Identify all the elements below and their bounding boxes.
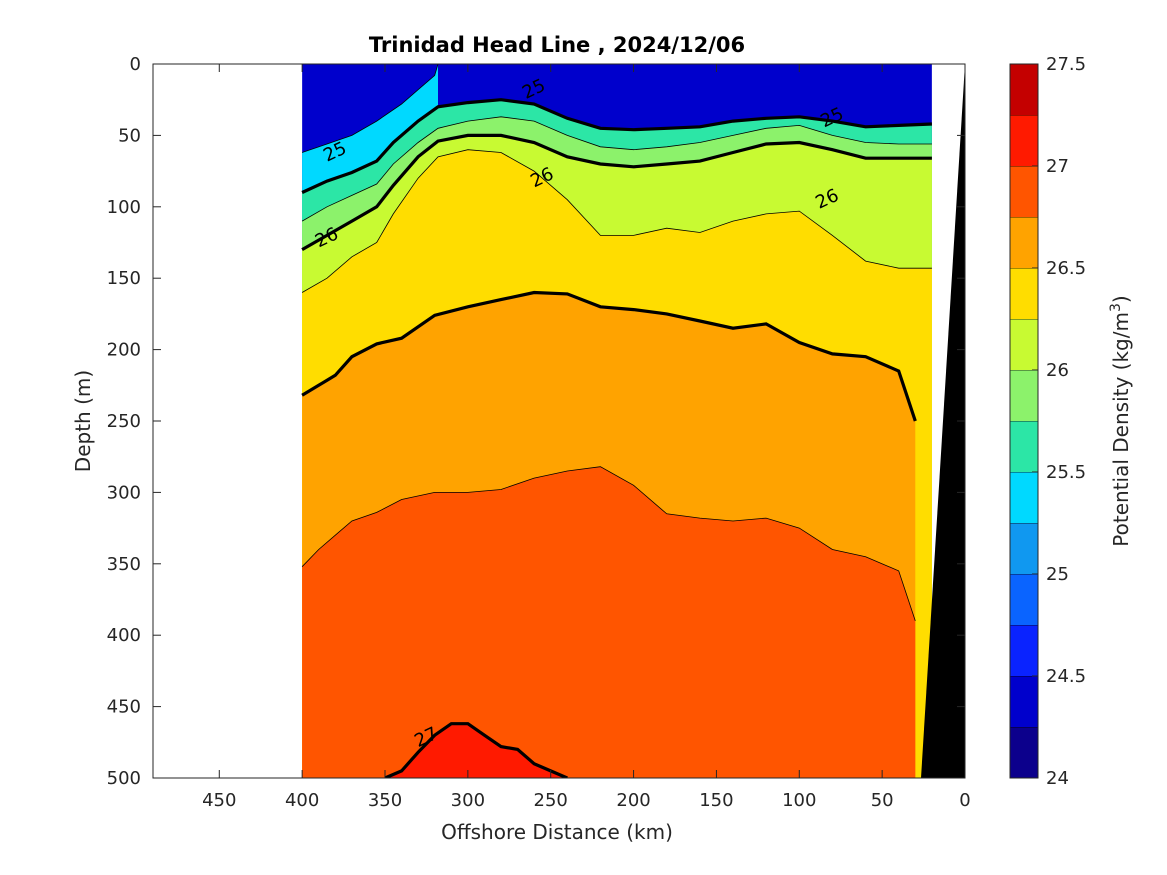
y-tick-label: 0 bbox=[130, 54, 141, 75]
colorbar-tick-label: 25 bbox=[1046, 564, 1069, 585]
chart-title: Trinidad Head Line , 2024/12/06 bbox=[369, 33, 745, 57]
colorbar: 24 24.5 25 25.5 26 26.5 27 27.5 bbox=[1009, 54, 1086, 789]
colorbar-swatch bbox=[1010, 166, 1038, 217]
colorbar-swatch bbox=[1010, 574, 1038, 625]
isopycnal-25.5 bbox=[301, 98, 932, 194]
colorbar-tick-label: 27 bbox=[1046, 156, 1069, 177]
colorbar-swatch bbox=[1010, 115, 1038, 166]
colorbar-swatch bbox=[1010, 523, 1038, 574]
colorbar-tick-label: 25.5 bbox=[1046, 462, 1086, 483]
y-axis-ticks: 0 50 100 150 200 250 300 350 400 450 500 bbox=[107, 54, 965, 789]
bathymetry-seafloor bbox=[921, 64, 965, 778]
colorbar-tick-label: 26 bbox=[1046, 360, 1069, 381]
colorbar-swatch bbox=[1010, 64, 1038, 115]
colorbar-swatch bbox=[1010, 676, 1038, 727]
x-tick-label: 350 bbox=[368, 790, 402, 811]
colorbar-label-superscript: 3 bbox=[1108, 303, 1124, 312]
y-tick-label: 250 bbox=[107, 411, 141, 432]
colorbar-label-suffix: ) bbox=[1109, 295, 1133, 303]
colorbar-swatch bbox=[1010, 421, 1038, 472]
y-tick-label: 350 bbox=[107, 554, 141, 575]
isopycnal-25.25 bbox=[301, 64, 439, 153]
isopycnal-lines bbox=[301, 64, 932, 778]
colorbar-tick-label: 27.5 bbox=[1046, 54, 1086, 75]
colorbar-swatch bbox=[1010, 217, 1038, 268]
colorbar-label-main: Potential Density (kg/m bbox=[1109, 312, 1133, 547]
isopycnal-25.75 bbox=[301, 116, 932, 222]
x-tick-label: 100 bbox=[782, 790, 816, 811]
isopycnal-26.5 bbox=[301, 290, 917, 422]
fill-band-27 bbox=[385, 723, 568, 778]
x-axis-label: Offshore Distance (km) bbox=[441, 820, 673, 844]
x-tick-label: 0 bbox=[959, 790, 970, 811]
isopycnal-26.75 bbox=[301, 466, 916, 622]
x-axis-ticks: 450 400 350 300 250 200 150 100 50 0 bbox=[202, 64, 971, 811]
x-tick-label: 200 bbox=[616, 790, 650, 811]
x-tick-label: 400 bbox=[285, 790, 319, 811]
y-tick-label: 50 bbox=[118, 125, 141, 146]
isopycnal-27 bbox=[384, 722, 568, 778]
x-tick-label: 450 bbox=[202, 790, 236, 811]
colorbar-swatch bbox=[1010, 472, 1038, 523]
isopycnal-26 bbox=[301, 133, 932, 251]
colorbar-tick-label: 24 bbox=[1046, 768, 1069, 789]
y-tick-label: 100 bbox=[107, 197, 141, 218]
y-tick-label: 200 bbox=[107, 340, 141, 361]
colorbar-swatch bbox=[1010, 727, 1038, 778]
y-tick-label: 500 bbox=[107, 768, 141, 789]
colorbar-tick-label: 24.5 bbox=[1046, 666, 1086, 687]
colorbar-swatch bbox=[1010, 370, 1038, 421]
density-fills bbox=[302, 64, 932, 778]
y-tick-label: 400 bbox=[107, 625, 141, 646]
x-tick-label: 300 bbox=[451, 790, 485, 811]
colorbar-swatch bbox=[1010, 268, 1038, 319]
y-tick-label: 150 bbox=[107, 268, 141, 289]
colorbar-tick-label: 26.5 bbox=[1046, 258, 1086, 279]
colorbar-swatch bbox=[1010, 625, 1038, 676]
isopycnal-26.25 bbox=[301, 149, 932, 293]
x-tick-label: 250 bbox=[534, 790, 568, 811]
x-tick-label: 150 bbox=[699, 790, 733, 811]
y-axis-label: Depth (m) bbox=[71, 370, 95, 472]
y-tick-label: 450 bbox=[107, 697, 141, 718]
colorbar-swatch bbox=[1010, 319, 1038, 370]
colorbar-label: Potential Density (kg/m3) bbox=[1108, 295, 1133, 546]
x-tick-label: 50 bbox=[871, 790, 894, 811]
colorbar-frame bbox=[1009, 63, 1039, 779]
y-tick-label: 300 bbox=[107, 482, 141, 503]
fill-band-26.75 bbox=[302, 466, 916, 778]
